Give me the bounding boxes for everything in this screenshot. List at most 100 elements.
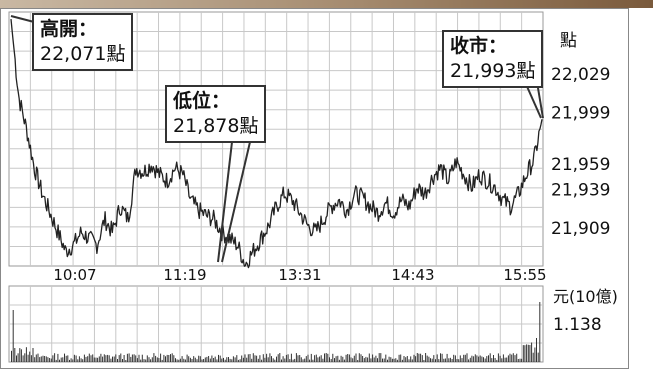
volume-bar [105,355,107,362]
volume-bar [329,357,330,362]
volume-bar [216,359,218,362]
volume-bar [343,359,345,362]
volume-bar [148,357,150,362]
volume-bar [517,359,519,362]
open-callout-title: 高開： [40,18,98,40]
volume-bar [449,357,451,362]
volume-bar [413,354,415,362]
volume-bar [150,359,152,362]
volume-bar [103,354,105,362]
volume-bar [388,356,390,362]
volume-bar [37,353,39,362]
volume-bar [229,358,231,362]
volume-bar [201,359,203,362]
volume-bar [128,353,130,362]
volume-bar [433,355,435,362]
volume-bar [448,358,450,362]
volume-bar [251,358,253,362]
volume-bar [49,358,51,362]
volume-bar [362,356,364,362]
volume-bar [135,355,137,362]
volume-bar [325,353,327,362]
volume-bar [211,355,213,362]
volume-bar [171,353,173,362]
volume-bar [52,355,54,362]
volume-bar [451,359,453,362]
volume-bar [378,353,380,362]
volume-bar [382,358,383,362]
volume-bar [208,356,210,362]
volume-bar [335,356,337,362]
chart-grid [8,11,544,363]
volume-bar [50,358,52,362]
volume-bar [501,358,503,362]
close-callout: 收市： 21,993點 [442,30,544,88]
volume-bar [196,359,198,362]
volume-bar [35,354,37,362]
volume-bar [77,359,79,362]
time-tick-label: 11:19 [163,266,206,284]
volume-bar [279,353,281,362]
volume-bar [497,353,499,362]
volume-bar [54,353,56,362]
volume-bar [425,353,427,362]
volume-bar [507,355,509,362]
volume-bar [112,356,113,362]
volume-bar [57,353,59,362]
volume-bar [415,356,417,362]
volume-bar [224,359,226,362]
volume-bar [257,358,259,362]
volume-bar [209,358,211,362]
volume-bar [314,355,316,362]
volume-bar [352,358,354,362]
close-pointer [536,81,544,119]
volume-bar [189,357,191,362]
volume-bar [158,358,160,362]
volume-bar [327,353,329,362]
volume-bar [476,355,478,362]
volume-bar [178,359,180,362]
volume-bar [340,355,342,362]
volume-bar [377,358,378,362]
volume-bar [138,354,140,362]
volume-bar [440,353,441,362]
volume-bar [143,359,145,362]
volume-bar [496,359,498,362]
close-pointer [524,81,542,119]
volume-bar [393,358,395,362]
volume-bar [282,356,284,362]
volume-bar [403,356,405,362]
volume-bar [221,358,223,362]
volume-bar [45,356,47,362]
volume-bar [468,359,470,362]
volume-bar [305,356,307,362]
volume-bar [426,355,428,362]
volume-bar [297,355,299,362]
volume-bar [11,350,12,362]
volume-bar [249,354,251,362]
volume-bar [461,358,463,362]
volume-bar [60,357,62,362]
volume-bar [168,355,170,362]
volume-bar [47,357,49,362]
volume-bar [370,358,372,362]
volume-bar [416,353,418,362]
volume-bar [198,355,200,362]
volume-bar [304,358,306,362]
volume-bar [16,355,17,362]
volume-bar [355,353,357,362]
volume-bar [489,353,491,362]
volume-bar [473,356,475,362]
volume-bar [368,353,370,362]
volume-bar [175,358,176,362]
volume-bar [522,345,524,362]
volume-bar [155,355,157,362]
volume-bar [252,353,254,362]
volume-bar [110,358,112,362]
volume-bar [141,354,143,362]
volume-bar [156,357,158,362]
volume-bar [406,356,408,362]
volume-bar [269,353,271,362]
volume-bar [539,302,541,362]
volume-bar [474,354,476,362]
